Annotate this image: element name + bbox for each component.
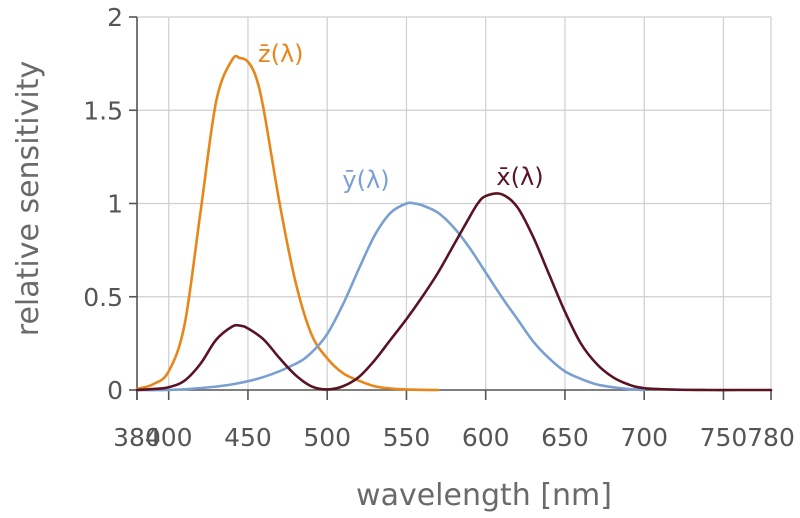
y-axis-title: relative sensitivity: [11, 61, 46, 336]
x-tick-label: 700: [620, 423, 668, 452]
series-curves: [135, 54, 773, 392]
x-tick-label: 500: [303, 423, 351, 452]
x-tick-label: 550: [383, 423, 431, 452]
x-bar-label: x̄(λ): [496, 163, 543, 191]
z-bar-label: z̄(λ): [258, 40, 304, 68]
x-axis-title: wavelength [nm]: [356, 478, 612, 513]
y-tick-label: 0.5: [83, 283, 123, 312]
series-labels: z̄(λ) ȳ(λ) x̄(λ): [258, 40, 544, 194]
x-bar-curve: [135, 192, 773, 392]
x-tick-label: 650: [541, 423, 589, 452]
x-tick-label: 780: [747, 423, 795, 452]
y-tick-label: 1: [107, 190, 123, 219]
grid-lines: [136, 16, 772, 390]
z-bar-curve: [135, 54, 440, 392]
y-tick-label: 0: [107, 376, 123, 405]
x-tick-label: 750: [700, 423, 748, 452]
y-tick-label: 2: [107, 3, 123, 32]
x-tick-label: 400: [145, 423, 193, 452]
x-tick-label: 380: [113, 423, 161, 452]
x-tick-label: 450: [224, 423, 272, 452]
y-tick-label: 1.5: [83, 96, 123, 125]
y-bar-label: ȳ(λ): [342, 166, 389, 194]
x-tick-label: 600: [462, 423, 510, 452]
